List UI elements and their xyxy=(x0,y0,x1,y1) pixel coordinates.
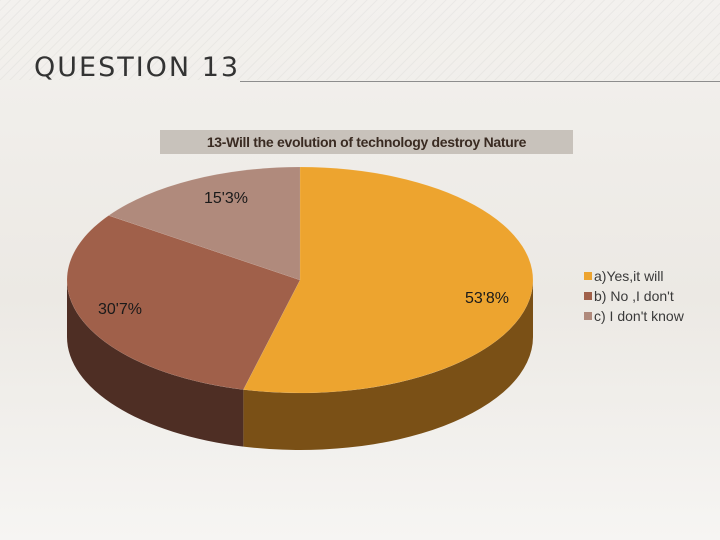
chart-title: 13-Will the evolution of technology dest… xyxy=(206,134,527,150)
pie-data-label-2: 15'3% xyxy=(204,190,248,207)
legend-item: b) No ,I don't xyxy=(584,286,684,306)
legend-swatch xyxy=(584,312,592,320)
pie-side-1 xyxy=(67,280,244,447)
pie-slice-1 xyxy=(66,215,301,390)
pie-tops xyxy=(66,166,534,394)
pie-side-0 xyxy=(243,280,533,450)
legend: a)Yes,it will b) No ,I don't c) I don't … xyxy=(584,266,684,326)
pie-data-label-0: 53'8% xyxy=(465,290,509,307)
legend-swatch xyxy=(584,292,592,300)
chart-title-box: 13-Will the evolution of technology dest… xyxy=(160,130,573,154)
slide-texture xyxy=(0,0,720,80)
pie-slice-0 xyxy=(242,166,534,394)
legend-label: b) No ,I don't xyxy=(594,288,674,304)
legend-item: a)Yes,it will xyxy=(584,266,684,286)
pie-slice-2 xyxy=(108,166,301,281)
pie-sides xyxy=(67,280,533,450)
legend-label: c) I don't know xyxy=(594,308,684,324)
legend-item: c) I don't know xyxy=(584,306,684,326)
pie-data-label-1: 30'7% xyxy=(98,301,142,318)
pie-data-labels: 53'8% 30'7% 15'3% xyxy=(98,190,509,318)
legend-label: a)Yes,it will xyxy=(594,268,664,284)
slide-title: QUESTION 13 xyxy=(34,52,241,83)
title-rule xyxy=(240,81,720,82)
legend-swatch xyxy=(584,272,592,280)
